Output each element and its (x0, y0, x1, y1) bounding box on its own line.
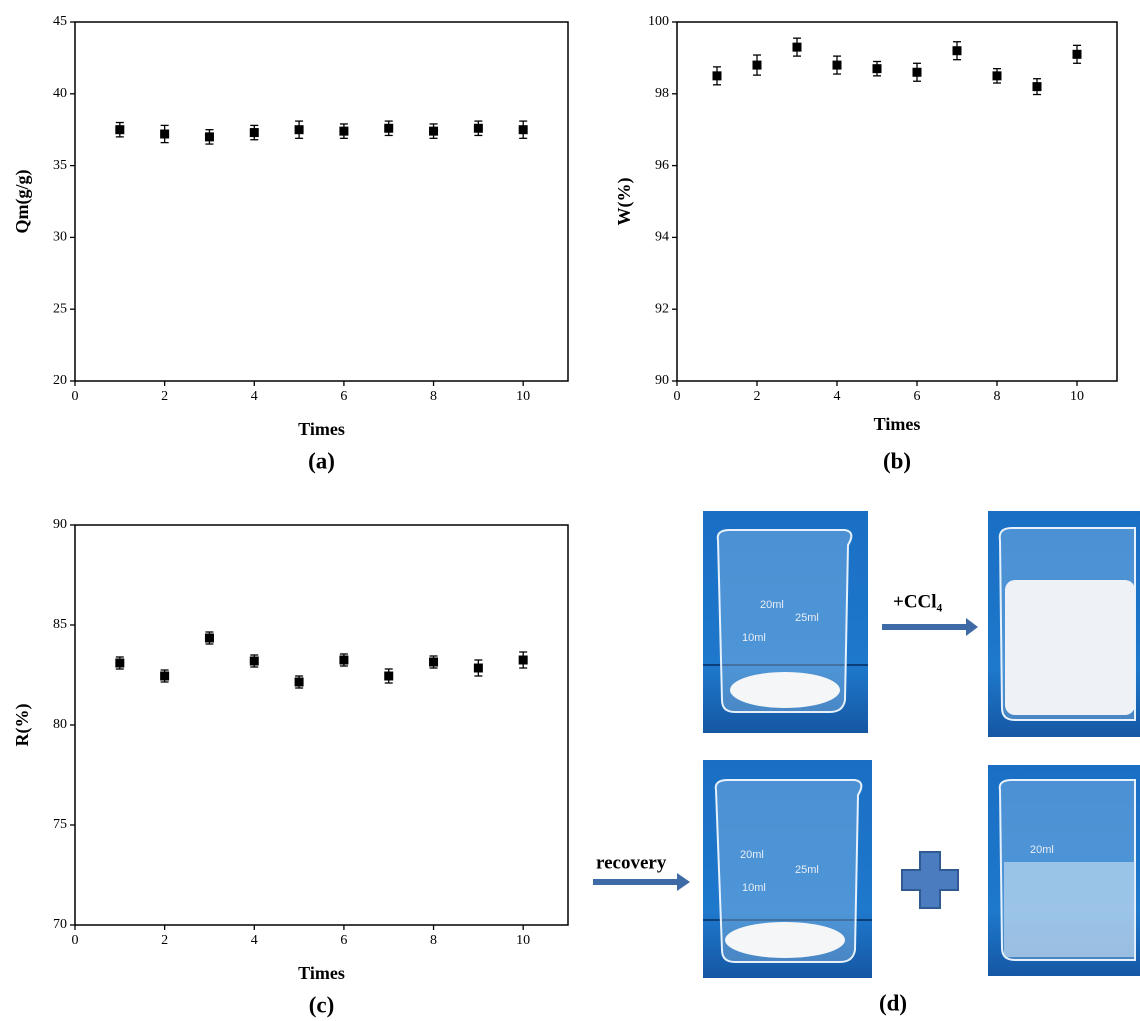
x-tick-label: 2 (161, 389, 168, 404)
marker (384, 123, 394, 133)
y-tick-label: 75 (53, 817, 67, 832)
marker (249, 656, 259, 666)
plot-frame (74, 21, 569, 382)
x-tick-label: 0 (72, 389, 79, 404)
y-tick-label: 92 (655, 301, 669, 316)
marker (160, 129, 170, 139)
x-axis-title: Times (298, 963, 345, 983)
marker (429, 657, 439, 667)
marker (518, 125, 528, 135)
marker (1072, 49, 1082, 59)
y-axis-title: W(%) (614, 178, 635, 226)
y-tick-label: 35 (53, 158, 67, 173)
y-tick-label: 70 (53, 917, 67, 932)
beaker-mark: 25ml (795, 864, 819, 876)
marker (792, 42, 802, 52)
y-tick-label: 85 (53, 617, 67, 632)
y-tick-label: 100 (648, 14, 669, 29)
y-axis-title: R(%) (12, 704, 33, 747)
panel-label: (b) (883, 448, 911, 473)
marker (249, 128, 259, 138)
marker (204, 132, 214, 142)
marker (115, 658, 125, 668)
y-tick-label: 80 (53, 717, 67, 732)
y-tick-label: 45 (53, 14, 67, 29)
annotation: recovery (596, 852, 667, 873)
photo (988, 511, 1140, 737)
y-axis-title: Qm(g/g) (12, 170, 33, 234)
x-tick-label: 4 (251, 389, 258, 404)
x-tick-label: 6 (340, 933, 347, 948)
x-tick-label: 8 (994, 389, 1001, 404)
x-tick-label: 2 (161, 933, 168, 948)
panel-label: (a) (308, 448, 335, 473)
y-tick-label: 40 (53, 86, 67, 101)
x-tick-label: 8 (430, 389, 437, 404)
x-tick-label: 2 (754, 389, 761, 404)
x-tick-label: 0 (72, 933, 79, 948)
marker (912, 67, 922, 77)
x-axis-title: Times (298, 419, 345, 439)
marker (992, 71, 1002, 81)
marker (115, 125, 125, 135)
y-tick-label: 20 (53, 373, 67, 388)
plot-frame (74, 524, 569, 926)
marker (384, 671, 394, 681)
x-axis-title: Times (874, 414, 921, 434)
plus-sign (901, 851, 959, 909)
x-tick-label: 10 (516, 933, 530, 948)
x-tick-label: 0 (674, 389, 681, 404)
y-tick-label: 25 (53, 301, 67, 316)
x-tick-label: 10 (1070, 389, 1084, 404)
x-tick-label: 8 (430, 933, 437, 948)
y-tick-label: 98 (655, 86, 669, 101)
marker (473, 123, 483, 133)
photo: 20ml (988, 765, 1140, 976)
marker (872, 64, 882, 74)
panel-label: (c) (309, 992, 335, 1017)
x-tick-label: 10 (516, 389, 530, 404)
beaker-mark: 25ml (795, 612, 819, 624)
photo: 20ml 25ml 10ml (703, 511, 868, 733)
marker (473, 663, 483, 673)
marker (429, 126, 439, 136)
beaker-mark: 20ml (740, 849, 764, 861)
panel-label: (d) (879, 990, 907, 1015)
beaker-mark: 10ml (742, 632, 766, 644)
beaker-mark: 10ml (742, 882, 766, 894)
marker (1032, 82, 1042, 92)
beaker-mark: 20ml (1030, 844, 1054, 856)
y-tick-label: 94 (655, 230, 669, 245)
marker (339, 655, 349, 665)
marker (204, 633, 214, 643)
marker (339, 126, 349, 136)
y-tick-label: 96 (655, 158, 669, 173)
y-tick-label: 30 (53, 230, 67, 245)
marker (294, 677, 304, 687)
arrow (882, 618, 978, 636)
marker (952, 46, 962, 56)
beaker-mark: 20ml (760, 599, 784, 611)
marker (518, 655, 528, 665)
marker (160, 671, 170, 681)
x-tick-label: 6 (914, 389, 921, 404)
x-tick-label: 4 (251, 933, 258, 948)
plot-frame (676, 21, 1118, 382)
annotation: +CCl₄ (893, 591, 943, 612)
x-tick-label: 6 (340, 389, 347, 404)
marker (294, 125, 304, 135)
x-tick-label: 4 (834, 389, 841, 404)
photo: 20ml 25ml 10ml (703, 760, 872, 978)
marker (832, 60, 842, 70)
y-tick-label: 90 (53, 517, 67, 532)
marker (752, 60, 762, 70)
y-tick-label: 90 (655, 373, 669, 388)
marker (712, 71, 722, 81)
arrow (593, 873, 690, 891)
